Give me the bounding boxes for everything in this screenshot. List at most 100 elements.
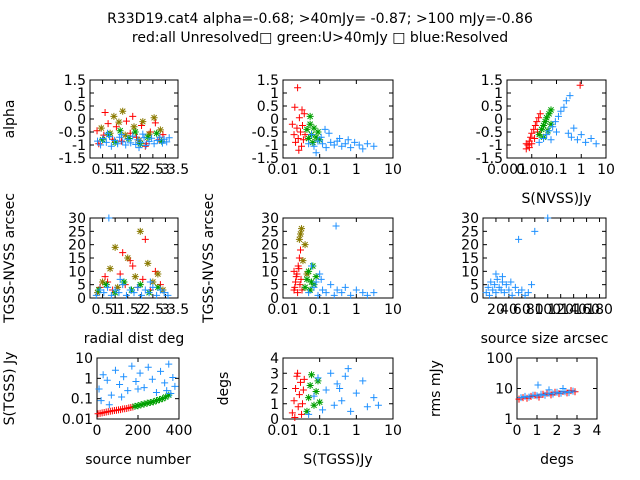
data-point-blue bbox=[540, 135, 548, 142]
data-point-olive bbox=[144, 259, 152, 267]
data-point-green bbox=[156, 396, 164, 404]
data-point-blue bbox=[114, 140, 122, 148]
data-point-blue bbox=[132, 377, 140, 385]
data-point-blue bbox=[95, 385, 103, 393]
data-point-blue bbox=[374, 401, 382, 409]
data-point-blue bbox=[332, 222, 340, 230]
plot-frame bbox=[516, 357, 598, 420]
y-tick-label: 10 bbox=[495, 382, 513, 398]
data-point-blue bbox=[549, 390, 557, 398]
data-point-olive bbox=[97, 124, 105, 132]
x-tick-label: 3 bbox=[161, 302, 170, 318]
y-tick-label: 10 bbox=[68, 264, 86, 280]
data-point-blue bbox=[341, 372, 349, 380]
data-point-blue bbox=[535, 138, 543, 146]
data-point-blue bbox=[500, 289, 508, 297]
data-point-green bbox=[140, 400, 148, 408]
data-point-red bbox=[292, 385, 300, 392]
data-point-blue bbox=[491, 281, 499, 289]
data-point-blue bbox=[359, 289, 367, 297]
data-point-blue bbox=[347, 291, 355, 299]
data-point-blue bbox=[570, 124, 578, 132]
data-point-green bbox=[152, 397, 160, 405]
data-point-red bbox=[299, 136, 307, 144]
data-point-red bbox=[151, 119, 159, 127]
data-point-red bbox=[296, 128, 304, 136]
data-point-blue bbox=[525, 393, 533, 401]
x-tick-label: 0.1 bbox=[309, 162, 331, 178]
data-point-blue bbox=[505, 286, 513, 294]
data-point-blue bbox=[363, 403, 371, 411]
panel-p7: 0 200 400 0.01 0.1 1 10 source number S(TGSS) Jy bbox=[2, 351, 192, 468]
data-point-blue bbox=[344, 136, 352, 144]
data-point-blue bbox=[582, 138, 590, 146]
x-tick-label: 1 bbox=[533, 423, 542, 439]
x-tick-label: 10 bbox=[597, 162, 615, 178]
data-point-blue bbox=[128, 362, 136, 370]
data-point-blue bbox=[99, 135, 107, 142]
data-point-green bbox=[131, 402, 139, 410]
data-point-blue bbox=[347, 144, 355, 152]
x-tick-label: 0.1 bbox=[309, 302, 331, 318]
data-point-blue bbox=[567, 133, 575, 141]
data-point-blue bbox=[314, 374, 322, 382]
data-point-blue bbox=[103, 376, 111, 384]
data-point-blue bbox=[347, 407, 355, 415]
panel-p2: 0.01 0.1 1 10-1.5-1-0.500.511.5 bbox=[252, 73, 402, 178]
data-point-blue bbox=[484, 283, 492, 291]
x-axis-label: radial dist deg bbox=[84, 331, 184, 347]
data-point-green bbox=[303, 125, 311, 133]
data-point-blue bbox=[498, 273, 506, 281]
data-point-olive bbox=[298, 225, 306, 233]
y-tick-label: 25 bbox=[261, 224, 279, 240]
data-point-blue bbox=[100, 289, 108, 297]
data-point-green bbox=[312, 133, 320, 141]
x-tick-label: 140 bbox=[560, 302, 587, 318]
data-point-green bbox=[306, 120, 314, 128]
y-tick-label: 0 bbox=[77, 291, 86, 307]
data-point-blue bbox=[511, 283, 519, 291]
data-point-blue bbox=[153, 291, 161, 299]
data-point-blue bbox=[359, 377, 367, 385]
y-tick-label: 30 bbox=[68, 211, 86, 227]
data-point-blue bbox=[547, 136, 555, 144]
y-tick-label: 1 bbox=[270, 86, 279, 102]
data-point-blue bbox=[167, 389, 175, 397]
y-tick-label: 1 bbox=[270, 397, 279, 413]
data-point-blue bbox=[528, 281, 536, 289]
data-point-blue bbox=[104, 129, 112, 137]
x-tick-label: 40 bbox=[500, 302, 518, 318]
x-axis-label: source number bbox=[85, 452, 191, 468]
data-point-blue bbox=[305, 289, 313, 297]
data-point-blue bbox=[164, 291, 172, 299]
data-point-red bbox=[528, 129, 536, 137]
data-point-blue bbox=[305, 410, 313, 418]
data-point-olive bbox=[154, 270, 162, 278]
data-point-green bbox=[125, 135, 133, 142]
data-point-green bbox=[136, 140, 144, 148]
y-tick-label: 25 bbox=[461, 224, 479, 240]
data-point-blue bbox=[351, 138, 359, 146]
y-tick-label: 0 bbox=[77, 112, 86, 128]
data-point-red bbox=[141, 142, 149, 150]
data-point-blue bbox=[165, 360, 173, 368]
data-point-red bbox=[100, 131, 108, 139]
data-point-blue bbox=[118, 393, 126, 401]
data-point-blue bbox=[557, 107, 565, 115]
data-point-blue bbox=[111, 136, 119, 144]
data-point-green bbox=[301, 283, 309, 291]
data-point-olive bbox=[136, 227, 144, 235]
data-point-blue bbox=[531, 227, 539, 235]
data-point-blue bbox=[163, 138, 171, 146]
data-point-blue bbox=[105, 401, 113, 409]
data-point-blue bbox=[549, 123, 557, 131]
data-point-blue bbox=[124, 135, 132, 143]
x-tick-label: 0.1 bbox=[309, 423, 331, 439]
x-tick-label: 10 bbox=[384, 302, 402, 318]
data-point-blue bbox=[569, 387, 577, 395]
data-point-blue bbox=[327, 369, 335, 377]
data-point-blue bbox=[502, 281, 510, 289]
data-point-blue bbox=[158, 139, 166, 147]
data-point-green bbox=[105, 131, 113, 139]
